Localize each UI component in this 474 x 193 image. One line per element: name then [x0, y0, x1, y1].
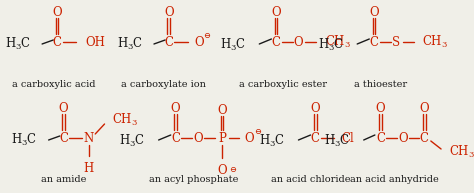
Text: O: O — [164, 5, 173, 19]
Text: O: O — [59, 102, 68, 114]
Text: P: P — [218, 131, 226, 145]
Text: H: H — [83, 162, 94, 175]
Text: O: O — [369, 5, 379, 19]
Text: CH$_3$: CH$_3$ — [422, 34, 448, 50]
Text: O: O — [271, 5, 281, 19]
Text: C: C — [311, 131, 320, 145]
Text: ⊖: ⊖ — [254, 128, 261, 136]
Text: a carboxylic ester: a carboxylic ester — [238, 80, 327, 89]
Text: O: O — [217, 164, 227, 177]
Text: O: O — [194, 36, 204, 48]
Text: H$_3$C: H$_3$C — [325, 133, 351, 149]
Text: an amide: an amide — [41, 175, 86, 184]
Text: Cl: Cl — [341, 131, 354, 145]
Text: C: C — [376, 131, 385, 145]
Text: O: O — [376, 102, 385, 114]
Text: an acid chloride: an acid chloride — [271, 175, 350, 184]
Text: a thioester: a thioester — [354, 80, 407, 89]
Text: O: O — [245, 131, 254, 145]
Text: O: O — [193, 131, 202, 145]
Text: O: O — [398, 131, 408, 145]
Text: C: C — [171, 131, 180, 145]
Text: O: O — [293, 36, 303, 48]
Text: an acyl phosphate: an acyl phosphate — [149, 175, 239, 184]
Text: C: C — [272, 36, 281, 48]
Text: O: O — [52, 5, 62, 19]
Text: C: C — [164, 36, 173, 48]
Text: C: C — [59, 131, 68, 145]
Text: N: N — [83, 131, 94, 145]
Text: an acid anhydride: an acid anhydride — [350, 175, 439, 184]
Text: O: O — [310, 102, 320, 114]
Text: a carboxylate ion: a carboxylate ion — [121, 80, 206, 89]
Text: a carboxylic acid: a carboxylic acid — [12, 80, 96, 89]
Text: ⊖: ⊖ — [203, 32, 210, 40]
Text: ⊖: ⊖ — [229, 166, 237, 174]
Text: H$_3$C: H$_3$C — [11, 132, 37, 148]
Text: H$_3$C: H$_3$C — [220, 37, 246, 53]
Text: S: S — [392, 36, 401, 48]
Text: H$_3$C: H$_3$C — [5, 36, 31, 52]
Text: H$_3$C: H$_3$C — [119, 133, 146, 149]
Text: OH: OH — [85, 36, 105, 48]
Text: CH$_3$: CH$_3$ — [325, 34, 351, 50]
Text: O: O — [419, 102, 429, 114]
Text: C: C — [53, 36, 62, 48]
Text: C: C — [420, 131, 429, 145]
Text: CH$_3$: CH$_3$ — [448, 144, 474, 160]
Text: H$_3$C: H$_3$C — [259, 133, 285, 149]
Text: O: O — [171, 102, 180, 114]
Text: H$_3$C: H$_3$C — [117, 36, 143, 52]
Text: O: O — [217, 103, 227, 117]
Text: C: C — [369, 36, 378, 48]
Text: CH$_3$: CH$_3$ — [112, 112, 138, 128]
Text: H$_3$C: H$_3$C — [318, 37, 344, 53]
